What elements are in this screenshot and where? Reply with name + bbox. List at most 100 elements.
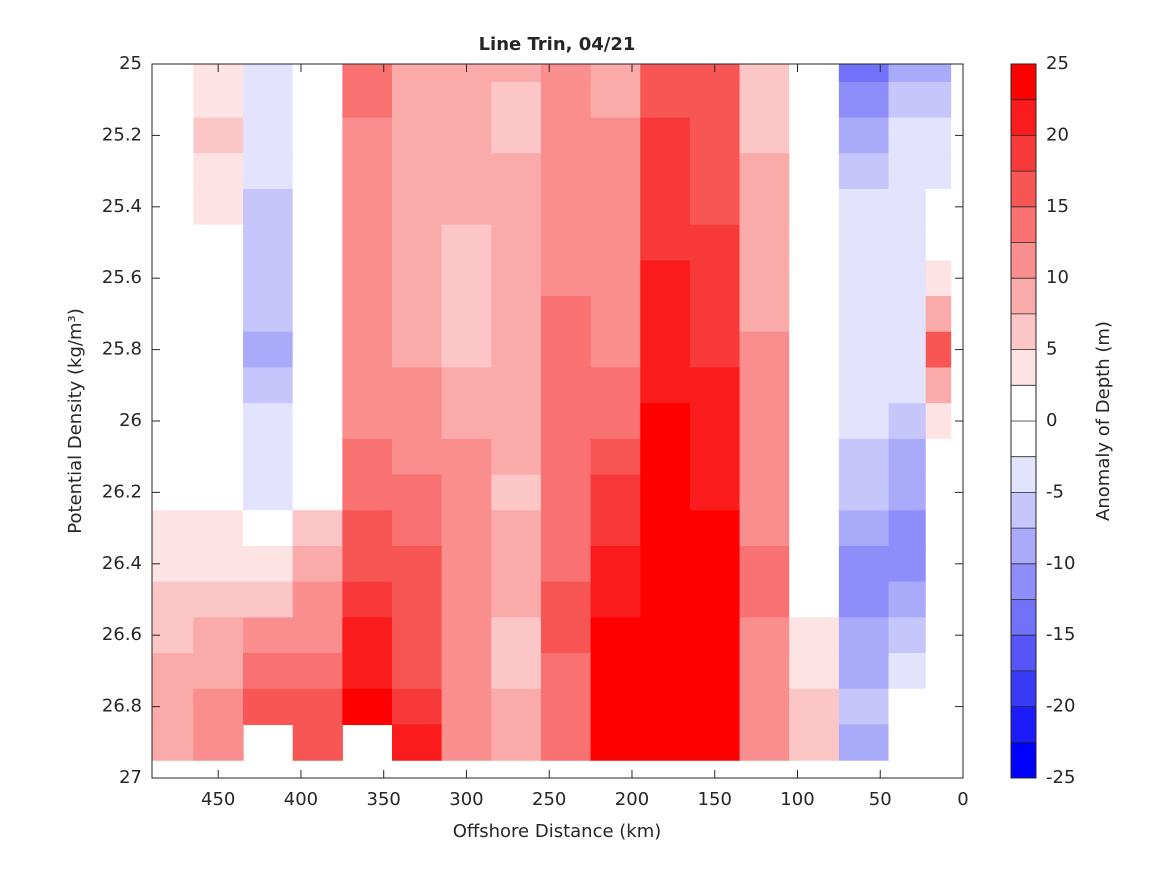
contour-cell <box>888 474 927 511</box>
contour-cell <box>491 474 542 511</box>
contour-cell <box>838 188 890 226</box>
contour-cell <box>640 510 691 547</box>
contour-cell <box>152 81 194 119</box>
contour-cell <box>243 224 294 261</box>
contour-cell <box>540 188 592 226</box>
colorbar-band <box>1011 64 1036 100</box>
contour-cell <box>590 296 641 333</box>
contour-cell <box>540 724 592 761</box>
contour-cell <box>640 724 691 761</box>
contour-cell <box>689 81 741 119</box>
contour-cell <box>789 724 840 761</box>
contour-cell <box>789 260 840 297</box>
contour-cell <box>391 724 443 761</box>
contour-cell <box>838 510 890 547</box>
contour-cell <box>391 260 443 297</box>
contour-cell <box>391 153 443 190</box>
contour-cell <box>152 581 194 618</box>
contour-cell <box>838 617 890 654</box>
contour-cell <box>590 617 641 654</box>
contour-cell <box>925 438 952 476</box>
contour-cell <box>739 188 790 226</box>
contour-cell <box>540 474 592 511</box>
contour-cell <box>243 545 294 583</box>
contour-cell <box>739 688 790 726</box>
colorbar-label: Anomaly of Depth (m) <box>1093 321 1114 521</box>
contour-cell <box>342 688 393 726</box>
contour-cell <box>640 260 691 297</box>
contour-cell <box>590 653 641 690</box>
contour-cell <box>391 64 443 83</box>
y-tick-label: 27 <box>119 767 142 788</box>
contour-cell <box>391 188 443 226</box>
contour-cell <box>590 545 641 583</box>
contour-cell <box>441 474 492 511</box>
colorbar-band <box>1011 206 1036 243</box>
contour-cell <box>640 545 691 583</box>
contour-cell <box>441 438 492 476</box>
contour-cell <box>540 510 592 547</box>
x-axis-label: Offshore Distance (km) <box>453 821 662 842</box>
contour-cell <box>640 153 691 190</box>
contour-cell <box>491 153 542 190</box>
contour-cell <box>640 64 691 83</box>
contour-cell <box>838 260 890 297</box>
contour-cell <box>441 367 492 404</box>
contour-cell <box>391 581 443 618</box>
contour-cell <box>342 474 393 511</box>
contour-cell <box>342 581 393 618</box>
contour-cell <box>491 724 542 761</box>
contour-cell <box>540 224 592 261</box>
y-tick-label: 26 <box>119 410 142 431</box>
contour-cell <box>193 581 244 618</box>
contour-cell <box>888 688 927 726</box>
contour-cell <box>152 724 194 761</box>
contour-cell <box>491 403 542 440</box>
contour-cell <box>152 153 194 190</box>
contour-cell <box>243 403 294 440</box>
contour-cell <box>640 188 691 226</box>
contour-cell <box>540 64 592 83</box>
colorbar-tick-label: 15 <box>1046 196 1069 217</box>
contour-cell <box>888 581 927 618</box>
contour-cell <box>391 117 443 154</box>
contour-cell <box>540 438 592 476</box>
contour-cell <box>789 510 840 547</box>
contour-cell <box>888 331 927 369</box>
contour-cell <box>925 653 952 690</box>
contour-cell <box>342 81 393 119</box>
contour-cell <box>193 188 244 226</box>
contour-cell <box>342 367 393 404</box>
contour-cell <box>640 117 691 154</box>
contour-cell <box>925 474 952 511</box>
contour-cell <box>540 296 592 333</box>
contour-cell <box>243 474 294 511</box>
contour-cell <box>689 153 741 190</box>
contour-cell <box>152 438 194 476</box>
contour-cell <box>739 81 790 119</box>
contour-cell <box>491 653 542 690</box>
contour-cell <box>540 367 592 404</box>
contour-cell <box>590 688 641 726</box>
colorbar-band <box>1011 171 1036 207</box>
contour-cell <box>193 545 244 583</box>
contour-cell <box>441 188 492 226</box>
contour-cell <box>342 64 393 83</box>
contour-cell <box>789 153 840 190</box>
colorbar-band <box>1011 599 1036 636</box>
colorbar-band <box>1011 635 1036 671</box>
y-axis-label: Potential Density (kg/m³) <box>65 308 86 533</box>
contour-cell <box>838 296 890 333</box>
contour-cell <box>491 438 542 476</box>
contour-cell <box>590 474 641 511</box>
contour-cell <box>789 224 840 261</box>
contour-cell <box>342 653 393 690</box>
contour-cell <box>292 688 343 726</box>
colorbar-tick-label: 25 <box>1046 53 1069 74</box>
contour-cell <box>925 81 952 119</box>
x-tick-label: 450 <box>201 789 235 810</box>
contour-cell <box>888 188 927 226</box>
contour-cell <box>491 581 542 618</box>
x-tick-label: 400 <box>284 789 318 810</box>
contour-cell <box>391 331 443 369</box>
